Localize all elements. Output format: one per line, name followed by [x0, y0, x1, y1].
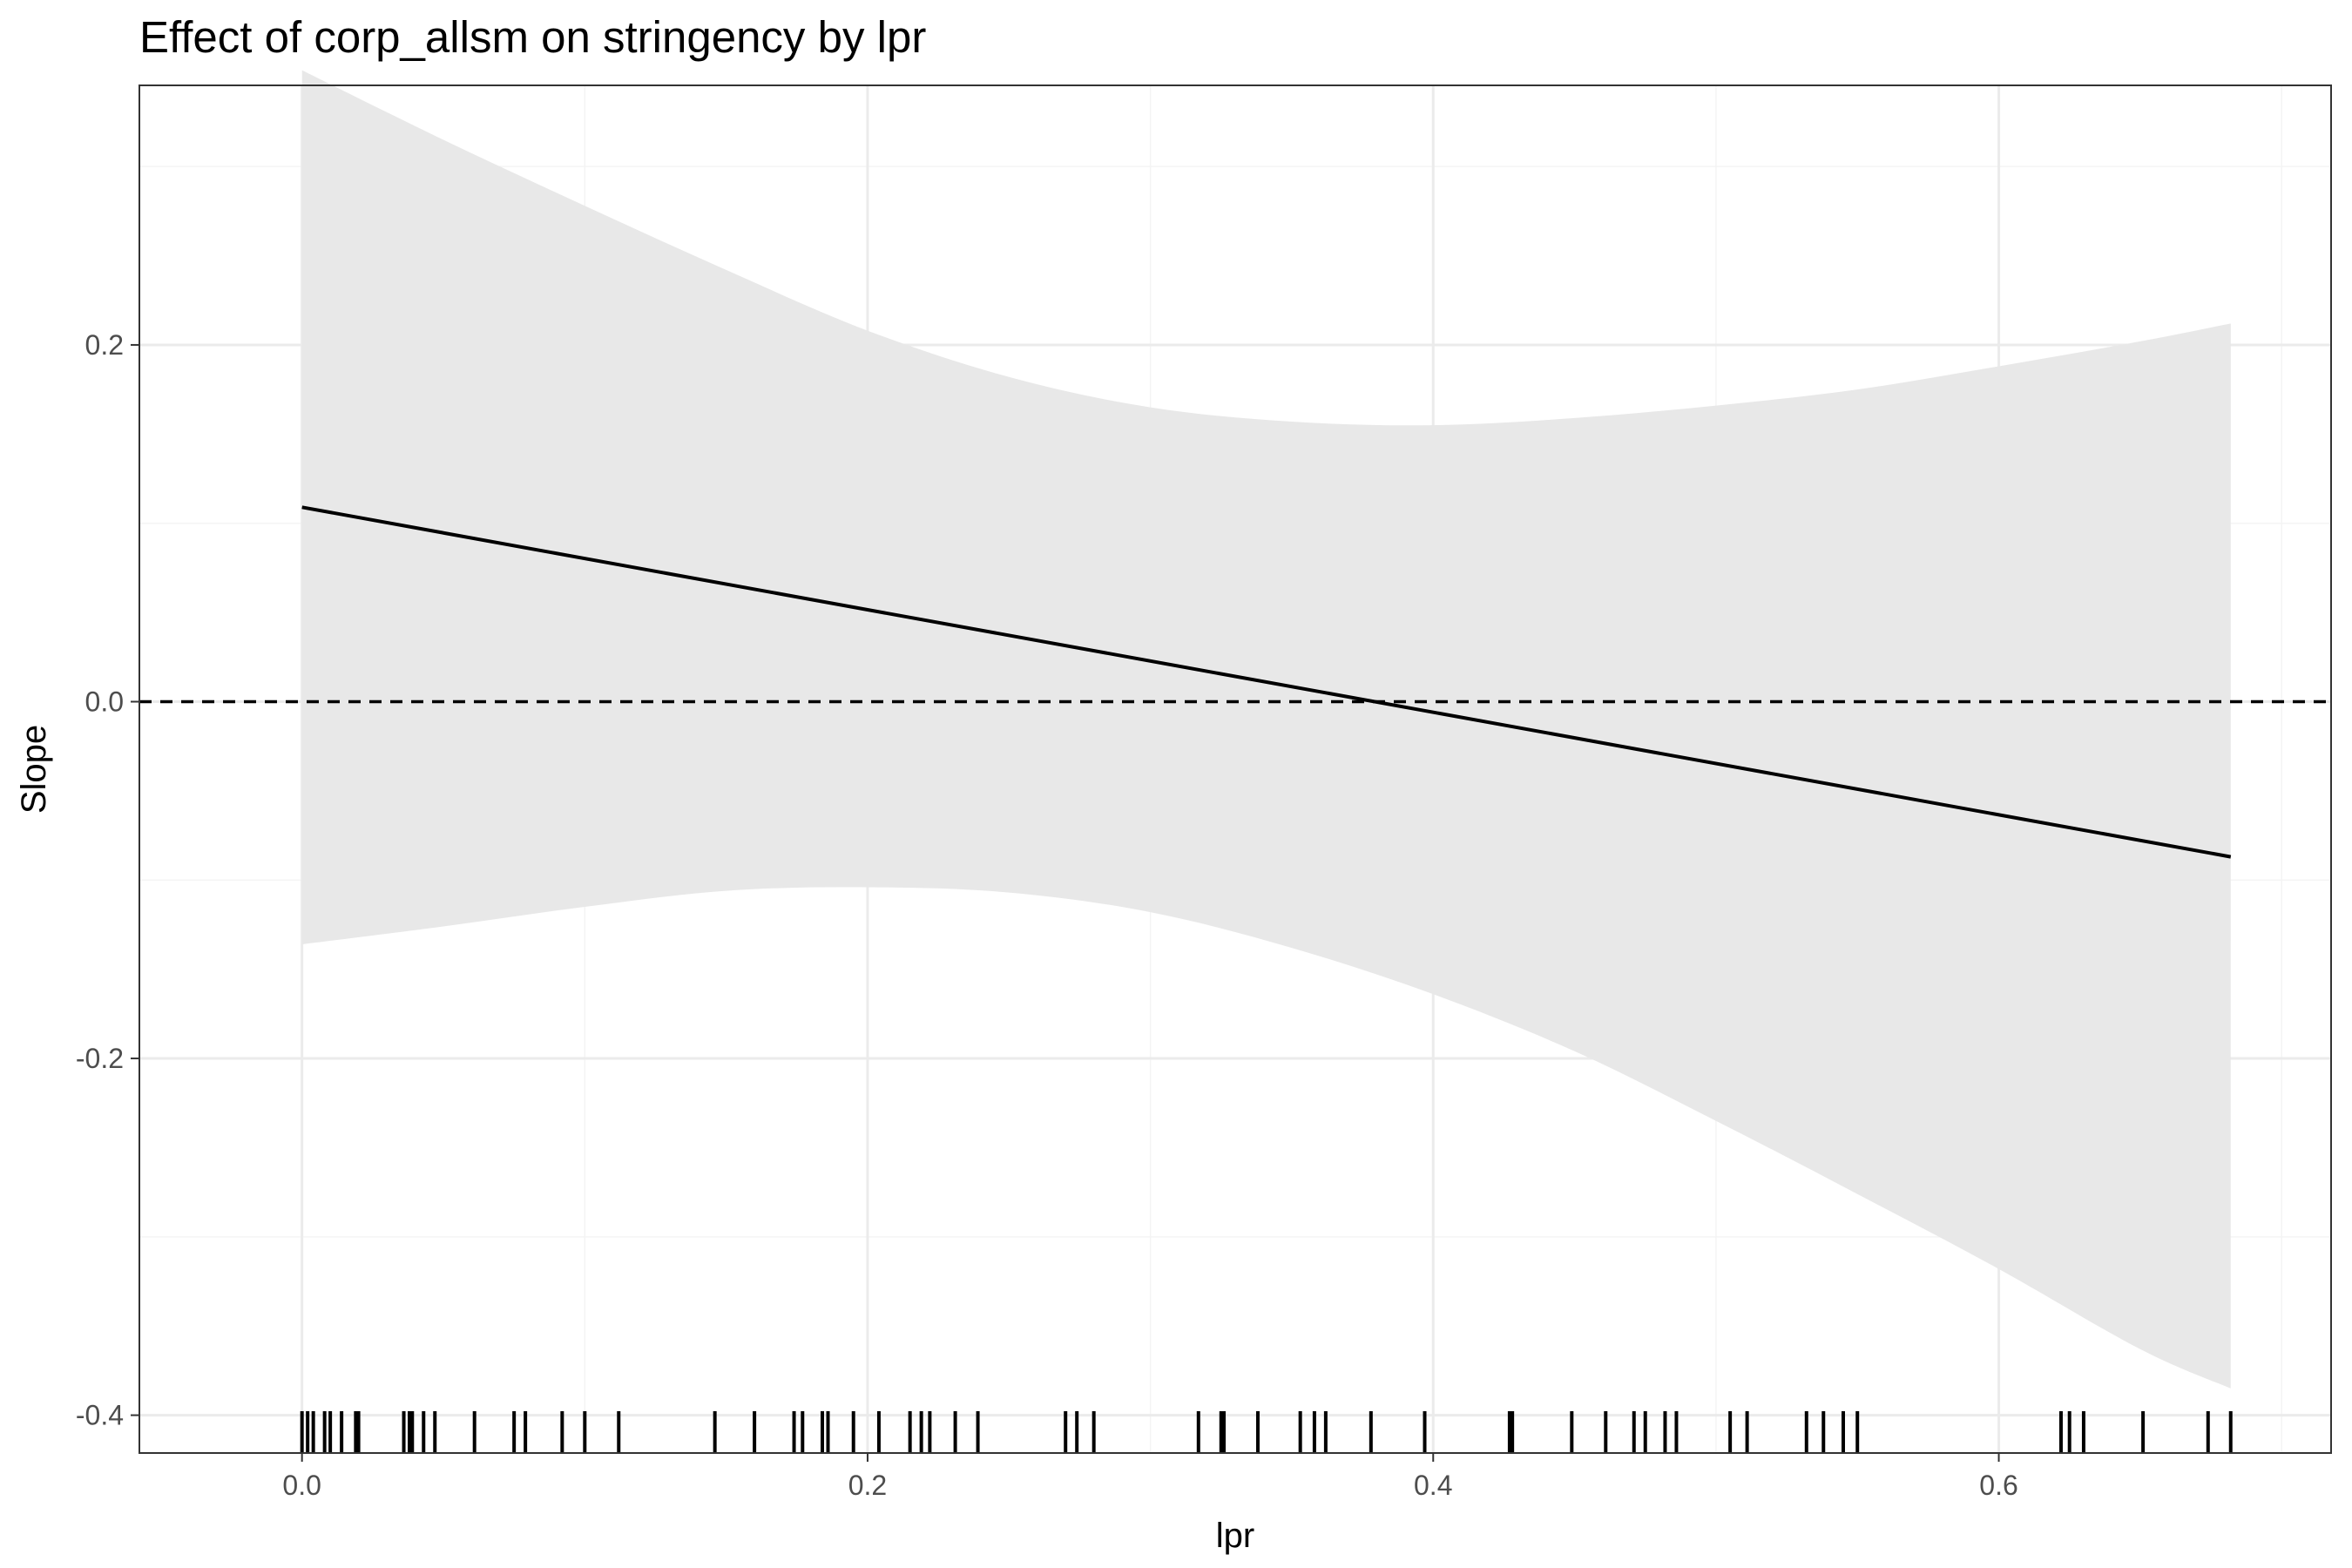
- slope-line: [301, 505, 2232, 859]
- y-tick-label: -0.2: [76, 1043, 124, 1074]
- x-tick-label: 0.0: [282, 1470, 321, 1501]
- x-tick-label: 0.6: [1979, 1470, 2017, 1501]
- y-axis-title: Slope: [15, 725, 53, 814]
- x-tick-label: 0.2: [848, 1470, 887, 1501]
- chart-title: Effect of corp_allsm on stringency by lp…: [139, 12, 926, 62]
- y-tick-label: 0.0: [85, 686, 124, 717]
- y-axis-ticks: -0.4 -0.2 0.0 0.2: [76, 329, 139, 1431]
- x-axis-title: lpr: [1216, 1517, 1254, 1555]
- slope-line-layer: [301, 505, 2232, 859]
- x-axis-ticks: 0.0 0.2 0.4 0.6: [282, 1453, 2018, 1501]
- y-tick-label: -0.4: [76, 1400, 124, 1431]
- rug-layer: [300, 1411, 2233, 1453]
- y-tick-label: 0.2: [85, 329, 124, 361]
- panel-border: [139, 84, 2332, 1454]
- x-tick-label: 0.4: [1414, 1470, 1452, 1501]
- confidence-band: [301, 70, 2231, 1389]
- confidence-band-layer: [301, 70, 2231, 1389]
